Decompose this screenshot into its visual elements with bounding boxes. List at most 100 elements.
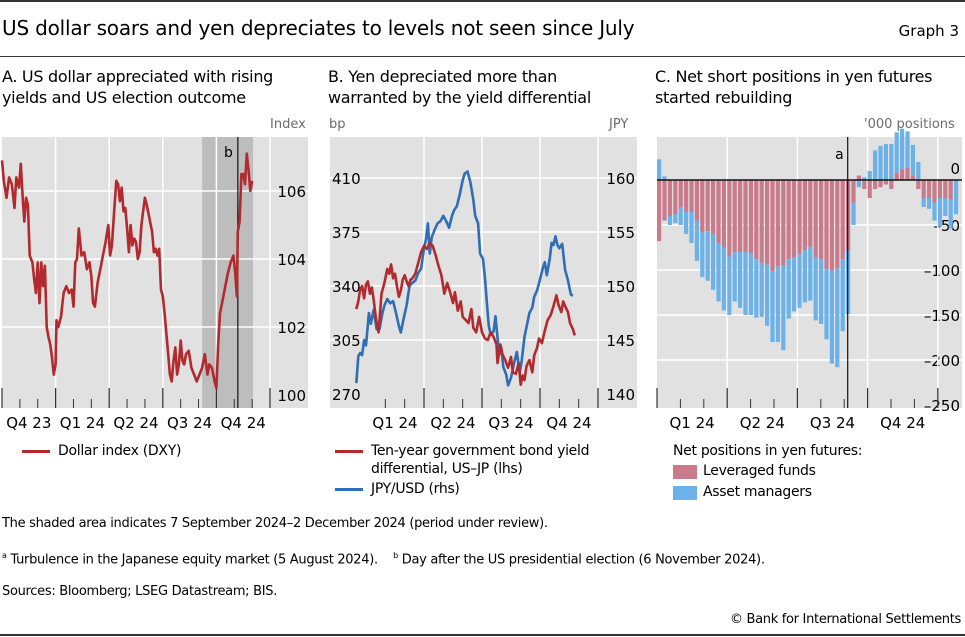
- bar-asset-managers: [802, 250, 807, 303]
- x-tick-label: Q2 24: [740, 414, 785, 432]
- bar-leveraged-funds: [694, 180, 699, 221]
- bar-asset-managers: [808, 246, 813, 301]
- bar-leveraged-funds: [932, 180, 937, 203]
- bar-leveraged-funds: [792, 180, 797, 258]
- bar-leveraged-funds: [937, 180, 942, 198]
- bar-leveraged-funds: [894, 172, 899, 180]
- bar-asset-managers: [662, 176, 667, 180]
- bar-leveraged-funds: [662, 180, 667, 221]
- graph-title: US dollar soars and yen depreciates to l…: [2, 16, 635, 40]
- footnote-b-text: Day after the US presidential election (…: [401, 552, 765, 568]
- bar-leveraged-funds: [905, 167, 910, 180]
- bar-leveraged-funds: [748, 180, 753, 254]
- bar-leveraged-funds: [943, 180, 948, 198]
- panel-b-chart: 270 305 340 375 410 140 145 150 155 160 Q1 24 Q2 24…: [330, 137, 637, 432]
- panel-b-title-line1: B. Yen depreciated more than: [328, 67, 557, 86]
- bar-asset-managers: [673, 214, 678, 224]
- y-tick-label-right: 140: [606, 386, 635, 404]
- bar-leveraged-funds: [705, 180, 710, 232]
- bar-asset-managers: [813, 257, 818, 321]
- bar-leveraged-funds: [835, 180, 840, 269]
- bar-leveraged-funds: [727, 180, 732, 257]
- bar-asset-managers: [878, 145, 883, 180]
- bar-leveraged-funds: [889, 180, 894, 189]
- bar-leveraged-funds: [673, 180, 678, 215]
- y-tick-label-left: 340: [332, 278, 361, 296]
- bar-leveraged-funds: [738, 180, 743, 252]
- bar-leveraged-funds: [883, 180, 888, 185]
- legend-item-yield-diff: Ten-year government bond yield different…: [335, 442, 589, 478]
- bar-asset-managers: [754, 259, 759, 318]
- bar-asset-managers: [775, 266, 780, 342]
- bar-asset-managers: [948, 199, 953, 229]
- x-tick-label: Q2 24: [113, 414, 158, 432]
- bar-leveraged-funds: [657, 180, 662, 242]
- bar-leveraged-funds: [921, 180, 926, 198]
- y-tick-label: 0: [950, 160, 960, 178]
- bar-leveraged-funds: [759, 180, 764, 263]
- footnote-a-marker: a: [2, 551, 7, 560]
- x-tick-label: Q1 24: [372, 414, 417, 432]
- bar-leveraged-funds: [856, 175, 861, 180]
- panel-c-title-line2: started rebuilding: [655, 88, 793, 107]
- y-tick-label-right: 155: [606, 224, 635, 242]
- legend-item-jpyusd: JPY/USD (rhs): [335, 480, 589, 498]
- y-tick-label-left: 270: [332, 386, 361, 404]
- series-line-dxy: [0, 152, 254, 390]
- bar-asset-managers: [889, 144, 894, 180]
- panel-a-unit: Index: [270, 117, 306, 132]
- y-tick-label-left: 305: [332, 332, 361, 350]
- bar-leveraged-funds: [802, 180, 807, 251]
- panel-a-chart: 100 102 104 106 Q4 23 Q1 24 Q2 24 Q3 24 Q4 24 b: [0, 137, 308, 432]
- bar-asset-managers: [705, 231, 710, 281]
- panel-b-unit-right: JPY: [609, 117, 629, 132]
- footnotes: a Turbulence in the Japanese equity mark…: [2, 551, 765, 567]
- y-tick-label: 102: [277, 319, 306, 337]
- bar-asset-managers: [883, 144, 888, 180]
- title-rule: [0, 56, 965, 57]
- bar-asset-managers: [721, 247, 726, 311]
- bar-leveraged-funds: [732, 180, 737, 252]
- bar-leveraged-funds: [797, 180, 802, 254]
- bar-leveraged-funds: [700, 180, 705, 233]
- bar-leveraged-funds: [716, 180, 721, 243]
- legend-label-leveraged: Leveraged funds: [703, 463, 816, 479]
- copyright: © Bank for International Settlements: [729, 612, 961, 627]
- x-tick-label: Q3 24: [488, 414, 533, 432]
- bar-leveraged-funds: [786, 180, 791, 260]
- series-line-yield-diff: [355, 241, 577, 386]
- bar-leveraged-funds: [867, 180, 872, 198]
- bar-leveraged-funds: [862, 180, 867, 189]
- bar-asset-managers: [840, 259, 845, 332]
- bar-asset-managers: [900, 128, 905, 170]
- bar-asset-managers: [873, 150, 878, 180]
- footnote-b-marker: b: [393, 551, 398, 560]
- legend-label-jpyusd: JPY/USD (rhs): [371, 481, 460, 497]
- x-tick-label: Q3 24: [167, 414, 212, 432]
- panel-b-legend: Ten-year government bond yield different…: [335, 442, 589, 498]
- bar-asset-managers: [678, 207, 683, 225]
- bar-asset-managers: [759, 262, 764, 317]
- bar-leveraged-funds: [765, 180, 770, 265]
- shaded-area-note: The shaded area indicates 7 September 20…: [2, 516, 548, 531]
- bar-leveraged-funds: [689, 180, 694, 212]
- bar-leveraged-funds: [851, 180, 856, 203]
- bar-leveraged-funds: [808, 180, 813, 247]
- bar-leveraged-funds: [824, 180, 829, 270]
- bar-leveraged-funds: [770, 180, 775, 272]
- bar-leveraged-funds: [754, 180, 759, 260]
- bar-asset-managers: [711, 234, 716, 290]
- x-tick-label: Q4 24: [546, 414, 591, 432]
- bar-asset-managers: [786, 259, 791, 319]
- legend-label-yield-diff-2: differential, US–JP (lhs): [371, 461, 523, 477]
- bar-asset-managers: [851, 202, 856, 225]
- panel-a-title-line1: A. US dollar appreciated with rising: [2, 67, 274, 86]
- footnote-a-text: Turbulence in the Japanese equity market…: [10, 552, 378, 568]
- bar-leveraged-funds: [781, 180, 786, 266]
- legend-item-asset-managers: Asset managers: [673, 483, 862, 501]
- graph-number: Graph 3: [898, 22, 959, 40]
- bottom-rule: [0, 634, 965, 636]
- bar-leveraged-funds: [873, 180, 878, 189]
- bar-asset-managers: [862, 177, 867, 180]
